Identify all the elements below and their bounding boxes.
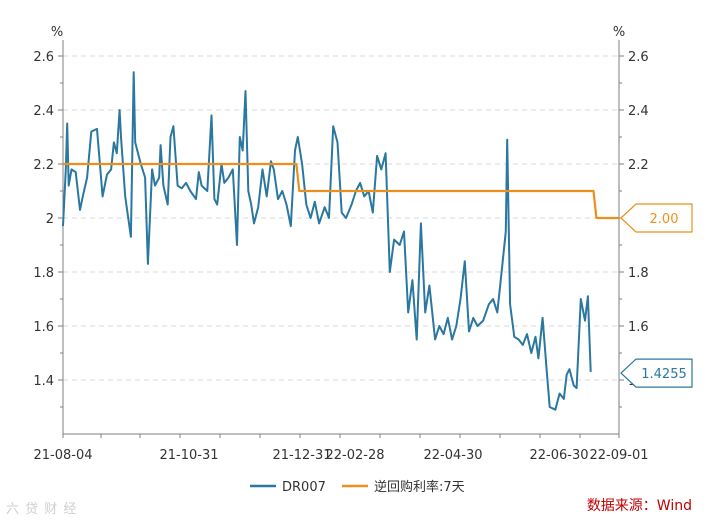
series-line-1	[63, 162, 619, 220]
x-tick-label: 22-04-30	[423, 448, 482, 463]
y-tick-label-left: 2	[46, 212, 54, 227]
y-tick-label-left: 1.6	[33, 320, 54, 335]
x-tick-label: 21-12-31	[272, 448, 331, 463]
y-unit-right: %	[613, 25, 625, 40]
y-tick-label-right: 2.4	[628, 104, 649, 119]
end-label-text-1: 1.4255	[641, 367, 687, 382]
x-tick-label: 22-09-01	[589, 448, 648, 463]
legend-label-0: DR007	[282, 480, 326, 495]
y-tick-label-left: 2.2	[33, 158, 54, 173]
y-tick-label-right: 2.6	[628, 50, 649, 65]
y-tick-label-left: 2.6	[33, 50, 54, 65]
watermark: 六 贷 财 经	[6, 502, 78, 517]
end-labels: 2.00 1.4255	[620, 203, 693, 388]
x-tick-label: 21-10-31	[159, 448, 218, 463]
y-tick-label-right: 1.8	[628, 266, 649, 281]
source-note: 数据来源：Wind	[586, 498, 692, 514]
left-axis: 1.4 1.6 1.8 2 2.2 2.4 2.6%	[33, 25, 64, 434]
legend-label-1: 逆回购利率:7天	[374, 479, 465, 495]
grid-lines	[63, 55, 619, 381]
series-line-0	[62, 71, 592, 411]
x-tick-label: 22-06-30	[529, 448, 588, 463]
y-tick-label-left: 1.8	[33, 266, 54, 281]
y-tick-label-right: 2.2	[628, 158, 649, 173]
y-tick-label-left: 1.4	[33, 374, 54, 389]
y-unit-left: %	[51, 25, 63, 40]
y-tick-label-left: 2.4	[33, 104, 54, 119]
y-tick-label-right: 1.6	[628, 320, 649, 335]
end-label-box-0	[620, 203, 693, 233]
x-tick-label: 22-02-28	[325, 448, 384, 463]
legend: DR007 逆回购利率:7天	[250, 479, 465, 495]
series-layer	[62, 71, 619, 411]
end-label-text-0: 2.00	[650, 212, 679, 227]
x-tick-label: 21-08-04	[33, 448, 92, 463]
end-label-box-1	[620, 358, 693, 388]
